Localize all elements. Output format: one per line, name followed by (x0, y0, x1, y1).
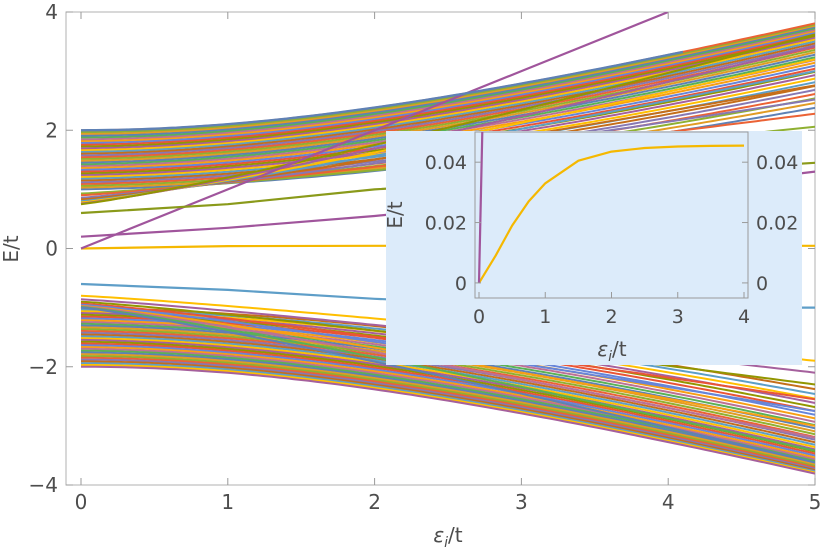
inset-x-axis-title-sub: i (608, 349, 612, 365)
inset-x-tick-label: 2 (605, 306, 617, 328)
inset-x-tick-label: 1 (539, 306, 551, 328)
main-ticks: 0 1 2 3 4 5 −4 −2 0 2 4 (29, 0, 822, 514)
lower-band-line (80, 355, 815, 467)
upper-band-line (81, 27, 815, 139)
main-x-tick-label: 4 (662, 490, 675, 514)
upper-band-line (81, 23, 815, 133)
main-x-axis-title-sub: i (444, 535, 448, 550)
lower-band-line (80, 337, 815, 449)
lower-band-line (80, 346, 815, 459)
split-level-upper (80, 33, 815, 206)
inset-series-line (477, 132, 484, 283)
main-y-tick-label: 4 (45, 0, 58, 24)
upper-band-line (80, 36, 815, 150)
inset-x-tick-label: 3 (672, 306, 684, 328)
inset-y-tick-label: 0.02 (425, 213, 467, 235)
inset-ticks: 0 1 2 3 40 00.02 0.020.04 0.04 (425, 152, 799, 328)
inset-x-tick-label: 4 (738, 306, 750, 328)
inset-series (477, 132, 745, 284)
main-y-axis-title: E/t (0, 235, 23, 262)
upper-band-line (80, 31, 815, 144)
inset-y-tick-label-right: 0.04 (756, 152, 798, 174)
split-level-lower (80, 305, 815, 439)
main-y-tick-label: 2 (45, 118, 58, 142)
inset-y-tick-label-right: 0 (756, 273, 768, 295)
lower-band-line (80, 347, 815, 461)
main-x-tick-label: 2 (368, 490, 381, 514)
inset-x-tick-label: 0 (473, 306, 485, 328)
main-x-tick-label: 1 (221, 490, 234, 514)
split-level-lower (80, 306, 815, 452)
main-x-tick-label: 5 (809, 490, 822, 514)
inset-y-tick-label: 0.04 (425, 152, 467, 174)
main-x-axis-title: εi/t (433, 523, 462, 550)
lower-band-line (80, 344, 815, 457)
main-y-tick-label: −4 (29, 473, 58, 497)
lower-band-line (81, 362, 815, 473)
inset-background (386, 131, 802, 365)
upper-band-line (80, 56, 815, 166)
inset-chart: 0 1 2 3 40 00.02 0.020.04 0.04 E/t εi/t (383, 131, 802, 365)
lower-band-line (80, 338, 815, 451)
main-x-tick-label: 0 (75, 490, 88, 514)
upper-band-line (80, 34, 815, 148)
inset-x-axis-title-tail: /t (612, 337, 627, 361)
upper-band-line (80, 33, 815, 146)
upper-band-line (80, 48, 815, 160)
lower-band-line (81, 364, 815, 474)
lower-band-line (80, 342, 815, 455)
series-line (80, 12, 669, 250)
main-x-axis-title-tail: /t (448, 523, 463, 547)
lower-band-line (81, 360, 815, 472)
lower-band-line (81, 358, 815, 470)
main-y-tick-label: −2 (29, 355, 58, 379)
upper-band-line (80, 46, 815, 159)
split-level-lower (80, 306, 815, 464)
main-x-tick-label: 3 (515, 490, 528, 514)
lower-band-line (80, 351, 815, 464)
main-x-axis-title-base: ε (433, 523, 444, 547)
lower-band-line (80, 333, 815, 444)
main-y-tick-label: 0 (45, 237, 58, 261)
inset-x-axis-title-base: ε (597, 337, 608, 361)
inset-y-tick-label: 0 (455, 273, 467, 295)
upper-band-envelope (80, 50, 684, 132)
upper-band-line (81, 24, 815, 135)
upper-band-line (80, 42, 815, 155)
upper-band-line (81, 28, 815, 141)
upper-band-line (80, 30, 815, 142)
lower-band-line (81, 356, 815, 469)
lower-band-line (81, 365, 815, 475)
upper-band-line (80, 51, 815, 162)
upper-band-line (80, 44, 815, 157)
inset-y-axis-title: E/t (383, 201, 407, 228)
inset-x-axis-title: εi/t (597, 337, 626, 365)
lower-band-line (80, 353, 815, 466)
upper-band-line (80, 40, 815, 153)
inset-series-line (478, 144, 745, 284)
inset-y-tick-label-right: 0.02 (756, 213, 798, 235)
